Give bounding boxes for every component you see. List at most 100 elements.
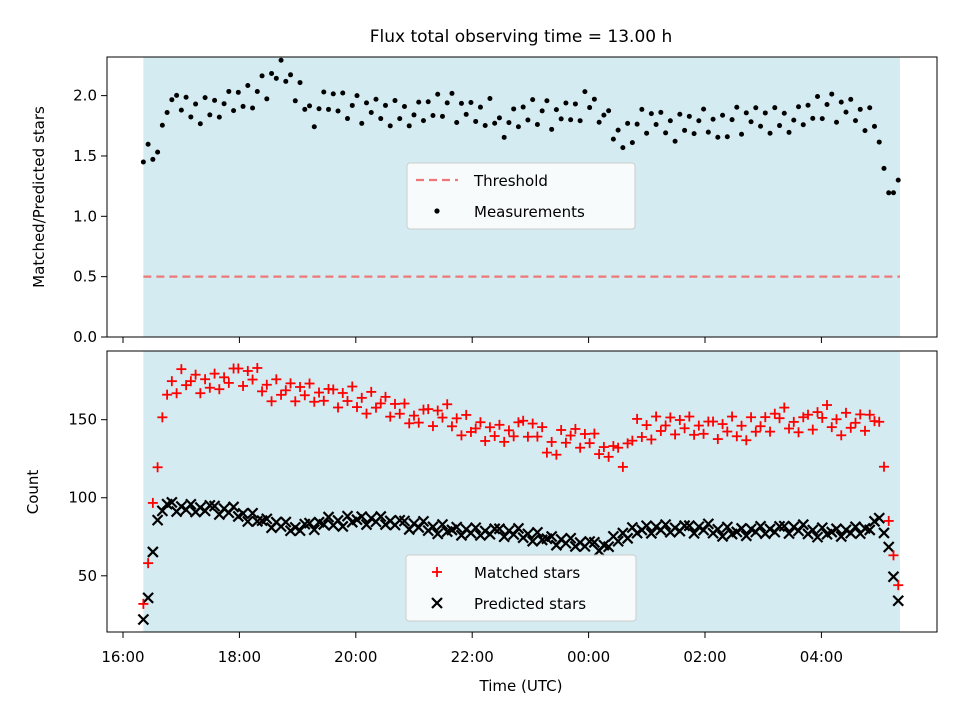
measurement-point — [302, 106, 308, 112]
matched-star-marker — [836, 430, 847, 441]
predicted-star-marker — [783, 527, 795, 540]
matched-star-marker — [499, 436, 510, 447]
predicted-star-marker — [612, 535, 624, 548]
bottom-y-tick-label: 150 — [68, 411, 97, 429]
predicted-star-marker — [621, 532, 634, 545]
predicted-star-marker — [873, 512, 886, 524]
matched-star-marker — [337, 388, 348, 399]
matched-star-marker — [200, 374, 211, 385]
measurement-point — [283, 78, 289, 84]
measurement-point — [710, 116, 716, 122]
measurement-point — [411, 112, 417, 118]
measurement-point — [463, 111, 469, 117]
predicted-star-marker — [355, 510, 368, 523]
measurement-point — [653, 121, 659, 127]
predicted-star-marker — [735, 522, 748, 535]
predicted-star-marker — [531, 526, 544, 539]
measurement-point — [430, 113, 436, 119]
predicted-star-marker — [322, 511, 335, 523]
bottom-y-axis-label: Count — [24, 470, 42, 515]
measurement-point — [829, 91, 835, 97]
predicted-star-marker — [156, 505, 169, 517]
measurement-point — [582, 89, 588, 95]
matched-star-marker — [779, 402, 790, 413]
predicted-star-marker — [237, 507, 249, 520]
matched-star-marker — [636, 431, 647, 442]
matched-star-marker — [817, 412, 828, 423]
predicted-star-marker — [246, 507, 259, 519]
top-y-tick-label: 1.5 — [73, 147, 97, 165]
measurement-point — [435, 91, 441, 97]
predicted-star-marker — [308, 523, 321, 536]
measurement-point — [534, 122, 540, 128]
measurement-point — [857, 106, 863, 112]
measurement-point — [705, 129, 711, 135]
matched-star-marker — [290, 396, 301, 407]
matched-star-marker — [271, 374, 282, 385]
matched-star-marker — [489, 431, 500, 442]
matched-star-marker — [774, 413, 785, 424]
measurement-point — [848, 96, 854, 102]
measurement-point — [663, 130, 669, 136]
measurement-point — [159, 122, 165, 128]
legend-measurements-swatch — [434, 208, 440, 214]
measurement-point — [226, 88, 232, 94]
measurement-point — [145, 141, 151, 147]
matched-star-marker — [874, 416, 885, 427]
measurement-point — [890, 190, 896, 196]
matched-star-marker — [755, 421, 766, 432]
predicted-star-marker — [431, 528, 444, 540]
predicted-star-marker — [151, 514, 164, 526]
measurement-point — [420, 118, 426, 124]
measurement-point — [425, 99, 431, 105]
matched-star-marker — [399, 398, 410, 409]
matched-star-marker — [147, 497, 158, 508]
measurement-point — [164, 109, 170, 115]
measurement-point — [231, 108, 237, 114]
measurement-point — [273, 75, 279, 81]
measurement-point — [748, 119, 754, 125]
x-axis-label: Time (UTC) — [479, 677, 563, 695]
measurement-point — [815, 94, 821, 100]
measurement-point — [506, 120, 512, 126]
predicted-star-marker — [797, 518, 810, 531]
matched-star-marker — [427, 421, 438, 432]
predicted-star-marker — [526, 535, 539, 547]
measurement-point — [553, 107, 559, 113]
measurement-point — [667, 118, 673, 124]
matched-star-marker — [608, 441, 619, 452]
measurement-point — [686, 113, 692, 119]
predicted-star-marker — [493, 523, 506, 535]
matched-star-marker — [408, 410, 419, 421]
matched-star-marker — [261, 379, 272, 390]
x-tick-label: 22:00 — [451, 648, 494, 666]
measurement-point — [796, 104, 802, 110]
measurement-point — [454, 120, 460, 126]
measurement-point — [401, 104, 407, 110]
measurement-point — [881, 165, 887, 171]
measurement-point — [382, 102, 388, 108]
measurement-point — [724, 134, 730, 140]
measurement-point — [625, 120, 631, 126]
x-tick-label: 02:00 — [683, 648, 726, 666]
matched-star-marker — [888, 550, 899, 561]
measurement-point — [207, 112, 213, 118]
top-y-axis-label: Matched/Predicted stars — [30, 106, 48, 288]
matched-star-marker — [242, 365, 253, 376]
top-panel: 0.00.51.01.52.0 Matched/Predicted stars … — [30, 56, 938, 346]
predicted-star-marker — [417, 515, 430, 528]
top-y-tick-label: 2.0 — [73, 87, 97, 105]
predicted-star-marker — [754, 520, 767, 533]
legend-matched-label: Matched stars — [474, 564, 580, 582]
measurement-point — [606, 108, 612, 114]
matched-star-marker — [394, 408, 405, 419]
measurement-point — [834, 119, 840, 125]
matched-star-marker — [356, 392, 367, 403]
measurement-point — [525, 117, 531, 123]
matched-star-marker — [556, 424, 567, 435]
measurement-point — [568, 117, 574, 123]
bottom-legend: Matched stars Predicted stars — [405, 554, 637, 622]
top-legend: Threshold Measurements — [406, 162, 636, 230]
matched-star-marker — [304, 378, 315, 389]
measurement-point — [515, 124, 521, 130]
